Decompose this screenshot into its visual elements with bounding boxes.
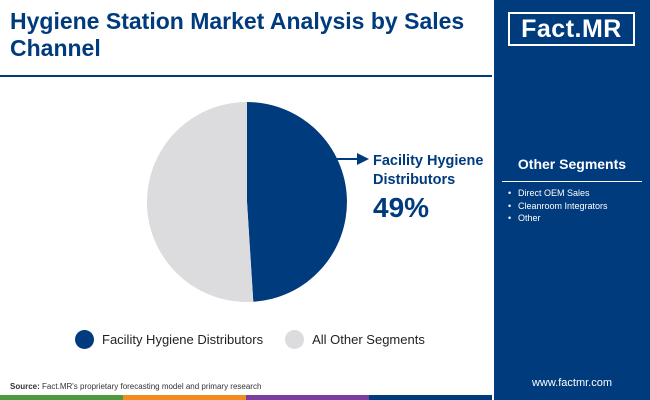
side-panel: Fact.MR Other Segments Direct OEM Sales … [494,0,650,400]
list-item: Cleanroom Integrators [508,200,608,213]
legend-item-facility-hygiene: Facility Hygiene Distributors [75,329,264,349]
bottom-color-bar [0,395,492,400]
source-note: Source: Fact.MR's proprietary forecastin… [10,382,261,391]
list-item: Direct OEM Sales [508,187,608,200]
callout-arrow [337,153,369,165]
legend-item-all-other: All Other Segments [285,329,425,349]
title-divider [0,75,492,77]
bar-segment-green [0,395,123,400]
bar-segment-blue [369,395,492,400]
bar-segment-purple [246,395,369,400]
legend-swatch-primary [75,329,94,349]
pie-slice-all-other-segments [146,101,254,302]
website-link[interactable]: www.factmr.com [531,377,613,389]
factmr-logo: Fact.MR [508,12,635,46]
source-label: Source: [10,382,40,391]
pie-slice-facility-hygiene-distributors [247,102,347,302]
page-title: Hygiene Station Market Analysis by Sales… [10,8,465,61]
pie-chart [146,101,369,302]
other-segments-list: Direct OEM Sales Cleanroom Integrators O… [508,187,608,225]
legend-label: All Other Segments [312,331,425,347]
callout-value: 49% [373,192,430,223]
other-segments-heading: Other Segments [517,156,627,172]
legend-label: Facility Hygiene Distributors [102,331,264,347]
bar-segment-orange [123,395,246,400]
panel-divider [502,181,642,182]
legend-swatch-other [285,329,305,349]
chart-legend: Facility Hygiene Distributors All Other … [75,328,447,350]
source-text: Fact.MR's proprietary forecasting model … [42,382,262,391]
list-item: Other [508,212,608,225]
callout-label: Facility Hygiene Distributors [373,153,484,188]
